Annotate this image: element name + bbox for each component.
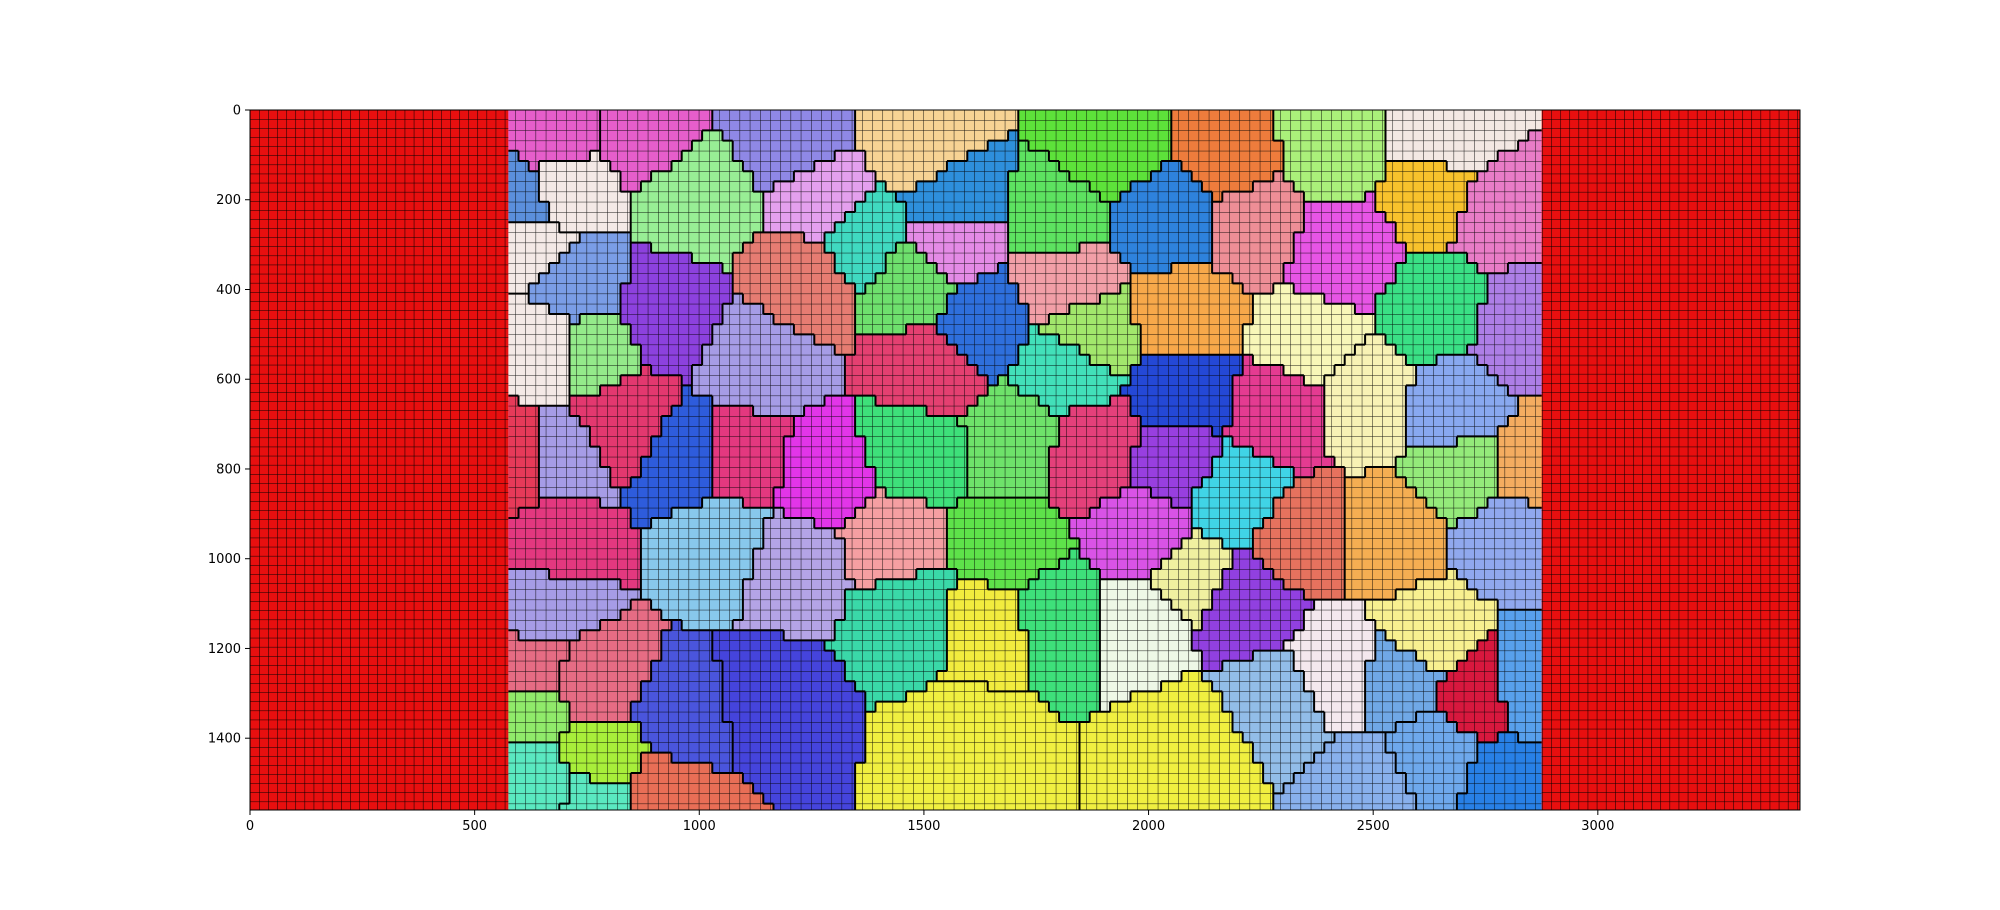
x-tick-label: 1500 bbox=[907, 819, 940, 834]
right-layer-mesh bbox=[1541, 110, 1800, 810]
x-tick-label: 0 bbox=[246, 819, 254, 834]
y-tick-label: 600 bbox=[216, 373, 241, 388]
x-tick-label: 2500 bbox=[1357, 819, 1390, 834]
y-tick-label: 0 bbox=[233, 104, 241, 119]
x-tick-label: 500 bbox=[462, 819, 487, 834]
x-tick-label: 2000 bbox=[1132, 819, 1165, 834]
y-tick-label: 1400 bbox=[208, 732, 241, 747]
y-tick-label: 200 bbox=[216, 193, 241, 208]
grain-mesh-overlay bbox=[508, 110, 1542, 810]
x-axis: 0 500 1000 1500 2000 2500 3000 bbox=[246, 810, 1614, 834]
left-layer-mesh bbox=[250, 110, 509, 810]
y-tick-label: 400 bbox=[216, 283, 241, 298]
y-tick-label: 1200 bbox=[208, 642, 241, 657]
y-tick-label: 800 bbox=[216, 462, 241, 477]
grain-borders bbox=[508, 110, 1549, 810]
plot-area bbox=[250, 110, 1800, 810]
plot-frame bbox=[249, 109, 1801, 811]
y-axis: 0 200 400 600 800 1000 1200 1400 bbox=[208, 104, 250, 747]
y-tick-label: 1000 bbox=[208, 552, 241, 567]
x-tick-label: 3000 bbox=[1581, 819, 1614, 834]
grain-boundary-lines bbox=[508, 110, 1549, 810]
x-tick-label: 1000 bbox=[683, 819, 716, 834]
